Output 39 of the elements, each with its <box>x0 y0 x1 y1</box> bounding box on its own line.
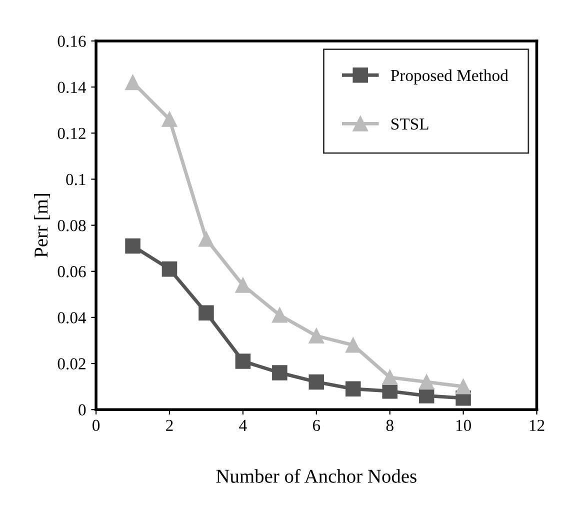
point <box>162 112 178 127</box>
x-tick-label: 0 <box>92 420 100 432</box>
point <box>345 337 361 353</box>
y-tick-label: 0.08 <box>58 220 86 232</box>
y-axis-title: Perr [m] <box>34 194 50 258</box>
point <box>125 238 140 254</box>
point <box>198 305 214 320</box>
point <box>162 261 178 277</box>
x-tick-label: 2 <box>166 420 173 431</box>
point <box>272 307 288 323</box>
point <box>418 388 434 404</box>
legend-label: Proposed Method <box>390 69 508 85</box>
y-tick-label: 0.1 <box>66 174 86 186</box>
y-tick-label: 0.12 <box>58 128 86 140</box>
point <box>125 74 140 90</box>
x-tick-label: 12 <box>530 420 544 431</box>
x-axis-title: Number of Anchor Nodes <box>216 468 416 483</box>
y-tick-label: 0.16 <box>58 36 86 47</box>
point <box>345 381 361 397</box>
point <box>198 231 214 247</box>
x-tick-label: 10 <box>456 420 471 432</box>
y-tick-label: 0.04 <box>58 312 86 324</box>
point <box>235 278 251 293</box>
legend-label: STSL <box>391 118 428 130</box>
point <box>382 384 398 399</box>
point <box>418 374 434 390</box>
y-tick-label: 0.02 <box>58 358 86 370</box>
x-tick-label: 4 <box>239 420 247 431</box>
point <box>382 370 398 385</box>
point <box>456 378 471 394</box>
x-tick-label: 6 <box>312 420 320 432</box>
point <box>235 354 251 369</box>
y-tick-label: 0 <box>78 404 86 416</box>
point <box>308 328 324 344</box>
y-tick-label: 0.14 <box>58 82 86 94</box>
point <box>308 374 324 390</box>
point <box>272 365 288 380</box>
x-tick-label: 8 <box>386 420 394 432</box>
y-tick-label: 0.06 <box>58 266 86 278</box>
